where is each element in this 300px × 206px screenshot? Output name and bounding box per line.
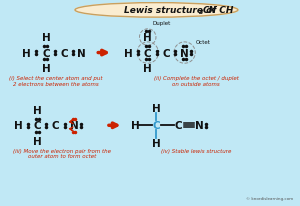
Text: H: H	[14, 121, 23, 131]
Text: H: H	[41, 33, 50, 43]
Text: H: H	[131, 121, 140, 131]
Text: C: C	[33, 121, 41, 131]
Ellipse shape	[75, 4, 238, 18]
Text: H: H	[124, 48, 133, 58]
Text: C: C	[153, 121, 160, 131]
Text: © knordislearning.com: © knordislearning.com	[246, 196, 293, 200]
Text: (iv) Stable lewis structure: (iv) Stable lewis structure	[161, 148, 231, 153]
Text: H: H	[143, 64, 152, 74]
Text: C: C	[61, 48, 68, 58]
Text: H: H	[41, 64, 50, 74]
Text: H: H	[22, 48, 31, 58]
Text: 3: 3	[199, 9, 203, 14]
Text: N: N	[180, 48, 189, 58]
Text: N: N	[77, 48, 86, 58]
Text: N: N	[70, 121, 78, 131]
Text: H: H	[152, 103, 161, 113]
Text: Lewis structure of CH: Lewis structure of CH	[124, 6, 234, 15]
Text: H: H	[33, 105, 41, 115]
Text: H: H	[33, 136, 41, 146]
Text: (ii) Complete the octet / duplet
on outside atoms: (ii) Complete the octet / duplet on outs…	[154, 75, 239, 86]
Text: Octet: Octet	[195, 40, 210, 45]
Text: H: H	[152, 138, 161, 148]
Text: C: C	[162, 48, 170, 58]
Text: N: N	[195, 121, 203, 131]
Text: C: C	[52, 121, 59, 131]
Text: CN: CN	[202, 6, 217, 15]
Text: Duplet: Duplet	[153, 21, 171, 26]
Text: C: C	[175, 121, 183, 131]
Text: H: H	[143, 33, 152, 43]
Text: C: C	[144, 48, 152, 58]
Text: (iii) Move the electron pair from the
outer atom to form octet: (iii) Move the electron pair from the ou…	[14, 148, 111, 159]
Text: (i) Select the center atom and put
2 electrons between the atoms: (i) Select the center atom and put 2 ele…	[9, 75, 102, 86]
Text: C: C	[42, 48, 50, 58]
